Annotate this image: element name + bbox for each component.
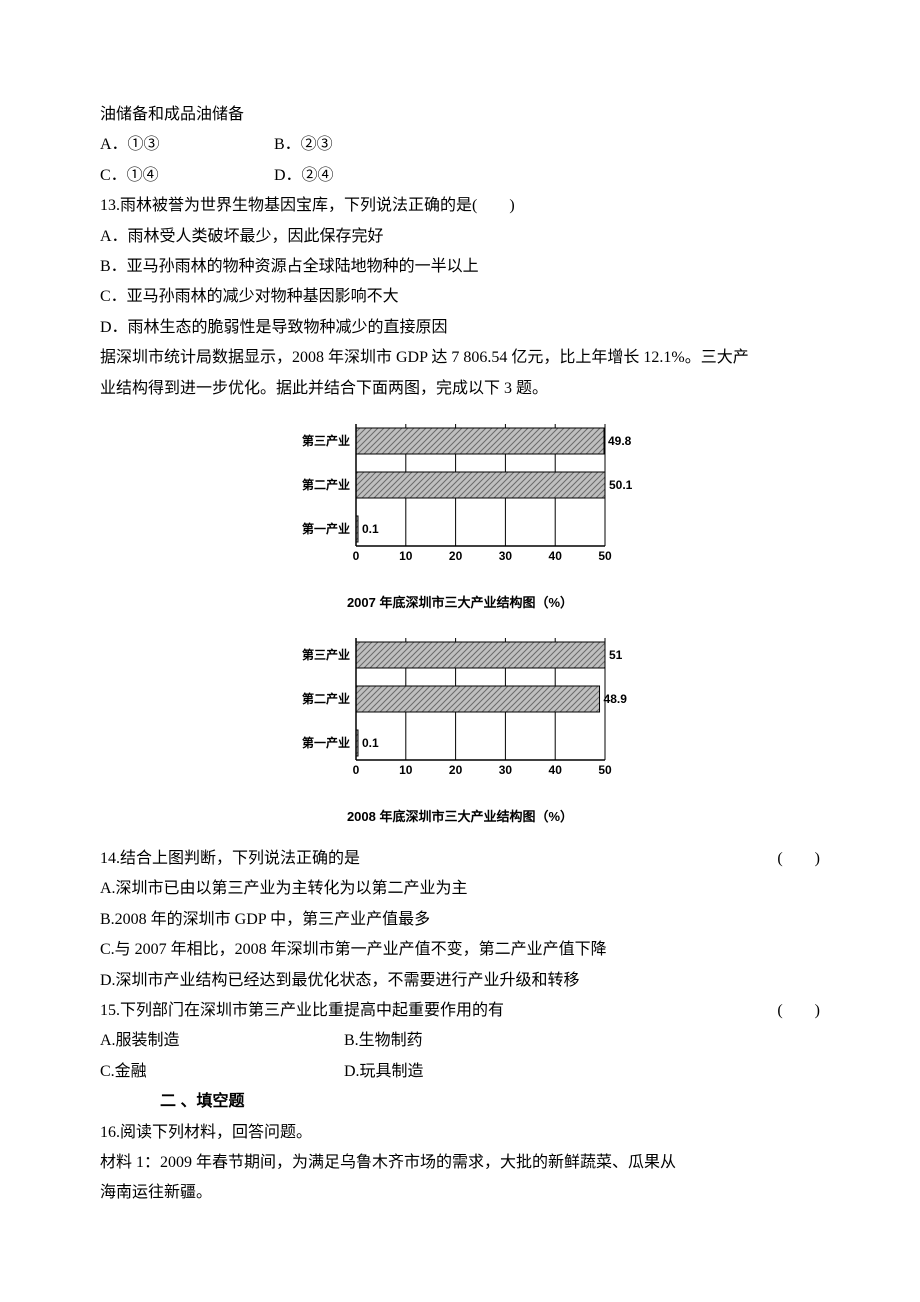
q14-option-c: C.与 2007 年相比，2008 年深圳市第一产业产值不变，第二产业产值下降: [100, 935, 820, 965]
q12-options-row1: A．①③ B．②③: [100, 130, 820, 160]
q16-material-line2: 海南运往新疆。: [100, 1178, 820, 1208]
svg-text:10: 10: [399, 763, 413, 777]
q15-option-a: A.服装制造: [100, 1026, 340, 1056]
q16-material-line1: 材料 1：2009 年春节期间，为满足乌鲁木齐市场的需求，大批的新鲜蔬菜、瓜果从: [100, 1148, 820, 1178]
q14-option-b: B.2008 年的深圳市 GDP 中，第三产业产值最多: [100, 905, 820, 935]
svg-text:第三产业: 第三产业: [301, 433, 349, 448]
svg-text:0: 0: [352, 763, 359, 777]
svg-text:30: 30: [498, 549, 512, 563]
q16-stem: 16.阅读下列材料，回答问题。: [100, 1118, 820, 1148]
svg-text:50.1: 50.1: [609, 478, 633, 492]
q12-options-row2: C．①④ D．②④: [100, 161, 820, 191]
svg-text:48.9: 48.9: [603, 692, 627, 706]
q14-paren: ( ): [777, 844, 820, 874]
svg-text:20: 20: [448, 763, 462, 777]
q12-option-c: C．①④: [100, 161, 270, 191]
svg-text:第一产业: 第一产业: [301, 521, 349, 536]
page: 油储备和成品油储备 A．①③ B．②③ C．①④ D．②④ 13.雨林被誉为世界…: [0, 0, 920, 1269]
passage-line2: 业结构得到进一步优化。据此并结合下面两图，完成以下 3 题。: [100, 374, 820, 404]
q13-option-d: D．雨林生态的脆弱性是导致物种减少的直接原因: [100, 313, 820, 343]
q15-paren: ( ): [777, 996, 820, 1026]
svg-text:20: 20: [448, 549, 462, 563]
svg-text:51: 51: [609, 648, 623, 662]
svg-text:第一产业: 第一产业: [301, 735, 349, 750]
svg-text:0.1: 0.1: [362, 736, 379, 750]
svg-text:40: 40: [548, 549, 562, 563]
svg-text:0.1: 0.1: [362, 522, 379, 536]
q12-stem-cont: 油储备和成品油储备: [100, 100, 820, 130]
q14-stem: 14.结合上图判断，下列说法正确的是 ( ): [100, 844, 820, 874]
q12-option-a: A．①③: [100, 130, 270, 160]
svg-text:40: 40: [548, 763, 562, 777]
q13-option-a: A．雨林受人类破坏最少，因此保存完好: [100, 222, 820, 252]
q12-option-b: B．②③: [274, 130, 333, 160]
chart-2007-caption: 2007 年底深圳市三大产业结构图（%）: [100, 591, 820, 616]
svg-text:30: 30: [498, 763, 512, 777]
svg-text:50: 50: [598, 549, 612, 563]
chart-2008-caption: 2008 年底深圳市三大产业结构图（%）: [100, 805, 820, 830]
svg-text:第三产业: 第三产业: [301, 647, 349, 662]
q12-option-d: D．②④: [274, 161, 334, 191]
q14-stem-text: 14.结合上图判断，下列说法正确的是: [100, 850, 360, 867]
q15-stem: 15.下列部门在深圳市第三产业比重提高中起重要作用的有 ( ): [100, 996, 820, 1026]
q15-stem-text: 15.下列部门在深圳市第三产业比重提高中起重要作用的有: [100, 1002, 504, 1019]
svg-text:第二产业: 第二产业: [301, 691, 349, 706]
chart-2007: 第三产业 49.8 第二产业 50.1 第一产业 0.10 10 20 30 40 50: [100, 416, 820, 587]
section-2-heading: 二 、填空题: [160, 1087, 820, 1117]
q14-option-a: A.深圳市已由以第三产业为主转化为以第二产业为主: [100, 874, 820, 904]
q15-options-row2: C.金融 D.玩具制造: [100, 1057, 820, 1087]
svg-text:第二产业: 第二产业: [301, 477, 349, 492]
chart-2008: 第三产业 51 第二产业 48.9 第一产业 0.10 10 20 30 40 50: [100, 630, 820, 801]
q13-option-c: C．亚马孙雨林的减少对物种基因影响不大: [100, 282, 820, 312]
q13-option-b: B．亚马孙雨林的物种资源占全球陆地物种的一半以上: [100, 252, 820, 282]
svg-text:50: 50: [598, 763, 612, 777]
q15-option-b: B.生物制药: [344, 1026, 423, 1056]
q13-stem: 13.雨林被誉为世界生物基因宝库，下列说法正确的是( ): [100, 191, 820, 221]
svg-text:49.8: 49.8: [608, 434, 632, 448]
q15-option-c: C.金融: [100, 1057, 340, 1087]
chart-2007-svg: 第三产业 49.8 第二产业 50.1 第一产业 0.10 10 20 30 40 50: [288, 416, 633, 576]
q14-option-d: D.深圳市产业结构已经达到最优化状态，不需要进行产业升级和转移: [100, 966, 820, 996]
passage-line1: 据深圳市统计局数据显示，2008 年深圳市 GDP 达 7 806.54 亿元，…: [100, 343, 820, 373]
svg-text:0: 0: [352, 549, 359, 563]
q15-option-d: D.玩具制造: [344, 1057, 424, 1087]
chart-2008-svg: 第三产业 51 第二产业 48.9 第一产业 0.10 10 20 30 40 50: [288, 630, 633, 790]
q15-options-row1: A.服装制造 B.生物制药: [100, 1026, 820, 1056]
svg-text:10: 10: [399, 549, 413, 563]
